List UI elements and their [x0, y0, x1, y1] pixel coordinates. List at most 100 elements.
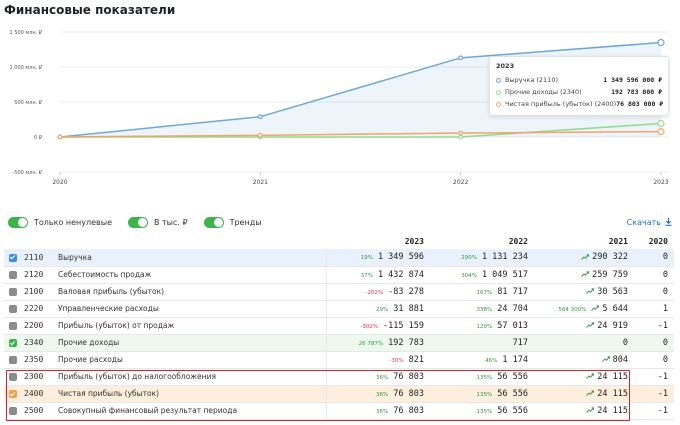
column-header-2021[interactable]: 2021 — [608, 237, 628, 246]
toggle-trends[interactable]: Тренды — [203, 216, 262, 228]
cell-2021: 0 — [534, 334, 634, 352]
toggle-label: Только ненулевые — [34, 217, 112, 227]
cell-2023: 36% 76 803 — [326, 385, 430, 403]
change-percent: 36% — [376, 374, 389, 381]
cell-2022: 135% 56 556 — [430, 368, 534, 386]
cell-value: 30 563 — [597, 286, 628, 297]
row-checkbox[interactable] — [9, 339, 17, 347]
tooltip-series-value: 192 783 000 ₽ — [611, 88, 662, 96]
table-row: 2400 Чистая прибыль (убыток) 36% 76 803 135%… — [4, 385, 674, 403]
cell-2021: 804 — [534, 351, 634, 369]
row-checkbox[interactable] — [9, 288, 17, 296]
cell-2023: -302% -115 159 — [326, 317, 430, 335]
financial-table: 2023 2022 2021 2020 2110 Выручка 19% 1 349 … — [4, 234, 674, 420]
trend-up-icon — [586, 407, 595, 413]
change-percent: 564 300% — [558, 306, 587, 313]
change-percent: 167% — [476, 289, 493, 296]
toggle-nonzero[interactable]: Только ненулевые — [8, 216, 112, 228]
cell-2020: 0 — [634, 283, 674, 301]
cell-value: -1 — [657, 405, 668, 416]
row-checkbox[interactable] — [9, 356, 17, 364]
cell-2021: 30 563 — [534, 283, 634, 301]
change-percent: -30% — [389, 357, 404, 364]
change-percent: 135% — [476, 391, 493, 398]
row-checkbox[interactable] — [9, 373, 17, 381]
column-header-2023[interactable]: 2023 — [404, 237, 424, 246]
cell-value: 24 115 — [597, 388, 628, 399]
change-percent: 26 787% — [358, 340, 384, 347]
row-checkbox[interactable] — [9, 322, 17, 330]
toggle-switch[interactable] — [127, 216, 148, 228]
y-tick-label: 1 500 млн. ₽ — [10, 30, 43, 36]
change-percent: 36% — [376, 408, 389, 415]
row-checkbox[interactable] — [9, 407, 17, 415]
cell-value: -115 159 — [383, 320, 424, 331]
row-checkbox[interactable] — [9, 253, 17, 262]
row-checkbox-cell — [4, 249, 22, 267]
cell-value: 1 131 234 — [481, 252, 528, 263]
cell-2023: -202% -83 278 — [326, 283, 430, 301]
cell-2020: 0 — [634, 351, 674, 369]
cell-value: 1 432 874 — [377, 269, 424, 280]
row-checkbox-cell — [4, 334, 22, 352]
cell-2021: 24 919 — [534, 317, 634, 335]
cell-2022: 290% 1 131 234 — [430, 249, 534, 267]
cell-2022: 135% 56 556 — [430, 402, 534, 420]
cell-value: -1 — [657, 371, 668, 382]
cell-2022: 46% 1 174 — [430, 351, 534, 369]
table-row: 2220 Управленческие расходы 29% 31 881 338% 2… — [4, 300, 674, 318]
cell-2020: -1 — [634, 368, 674, 386]
cell-value: 24 115 — [597, 371, 628, 382]
cell-value: 76 803 — [393, 371, 424, 382]
cell-value: 1 — [662, 303, 668, 314]
download-button[interactable]: Скачать — [627, 218, 672, 227]
column-header-2020[interactable]: 2020 — [648, 237, 668, 246]
row-name: Выручка — [56, 249, 327, 267]
cell-value: 56 556 — [497, 371, 528, 382]
tooltip-series-name: Выручка (2110) — [505, 76, 558, 84]
row-checkbox[interactable] — [9, 271, 17, 279]
tooltip-year: 2023 — [496, 62, 515, 70]
cell-2020: -1 — [634, 402, 674, 420]
cell-value: 192 783 — [388, 337, 424, 348]
download-label: Скачать — [626, 217, 661, 227]
change-percent: 36% — [376, 391, 389, 398]
toggle-switch[interactable] — [203, 216, 224, 228]
row-name: Прочие доходы — [56, 334, 327, 352]
cell-2020: 0 — [634, 249, 674, 267]
change-percent: 46% — [485, 357, 498, 364]
cell-value: 1 049 517 — [481, 269, 528, 280]
trend-up-icon — [586, 390, 595, 396]
cell-value: 804 — [612, 354, 628, 365]
table-row: 2340 Прочие доходы 26 787% 192 783 717 0 0 — [4, 334, 674, 352]
row-name: Валовая прибыль (убыток) — [56, 283, 327, 301]
change-percent: 338% — [476, 306, 493, 313]
table-row: 2100 Валовая прибыль (убыток) -202% -83 278… — [4, 283, 674, 301]
toggle-label: В тыс. ₽ — [153, 217, 188, 227]
cell-value: 76 803 — [393, 405, 424, 416]
row-code: 2200 — [22, 317, 56, 335]
tooltip-series-name: Чистая прибыль (убыток) (2400) — [505, 100, 617, 108]
toggle-switch[interactable] — [8, 216, 28, 228]
cell-2023: 19% 1 349 596 — [326, 249, 430, 267]
row-checkbox[interactable] — [9, 390, 17, 398]
row-checkbox[interactable] — [9, 305, 17, 313]
tooltip-series-value: 1 349 596 000 ₽ — [603, 76, 662, 84]
series-line — [59, 130, 662, 138]
row-code: 2350 — [22, 351, 56, 369]
cell-2022: 304% 1 049 517 — [430, 266, 534, 284]
row-code: 2110 — [22, 249, 56, 267]
row-checkbox-cell — [4, 402, 22, 420]
table-row: 2200 Прибыль (убыток) от продаж -302% -115 … — [4, 317, 674, 335]
row-name: Себестоимость продаж — [56, 266, 327, 284]
change-percent: 19% — [360, 255, 373, 262]
table-row: 2110 Выручка 19% 1 349 596 290% 1 131 234 290 … — [4, 249, 674, 267]
row-code: 2500 — [22, 402, 56, 420]
cell-value: 76 803 — [393, 388, 424, 399]
column-header-2022[interactable]: 2022 — [508, 237, 528, 246]
toggle-thousands[interactable]: В тыс. ₽ — [127, 216, 188, 228]
cell-2023: 36% 76 803 — [326, 402, 430, 420]
data-point — [458, 130, 464, 136]
data-point — [657, 38, 665, 47]
row-code: 2100 — [22, 283, 56, 301]
